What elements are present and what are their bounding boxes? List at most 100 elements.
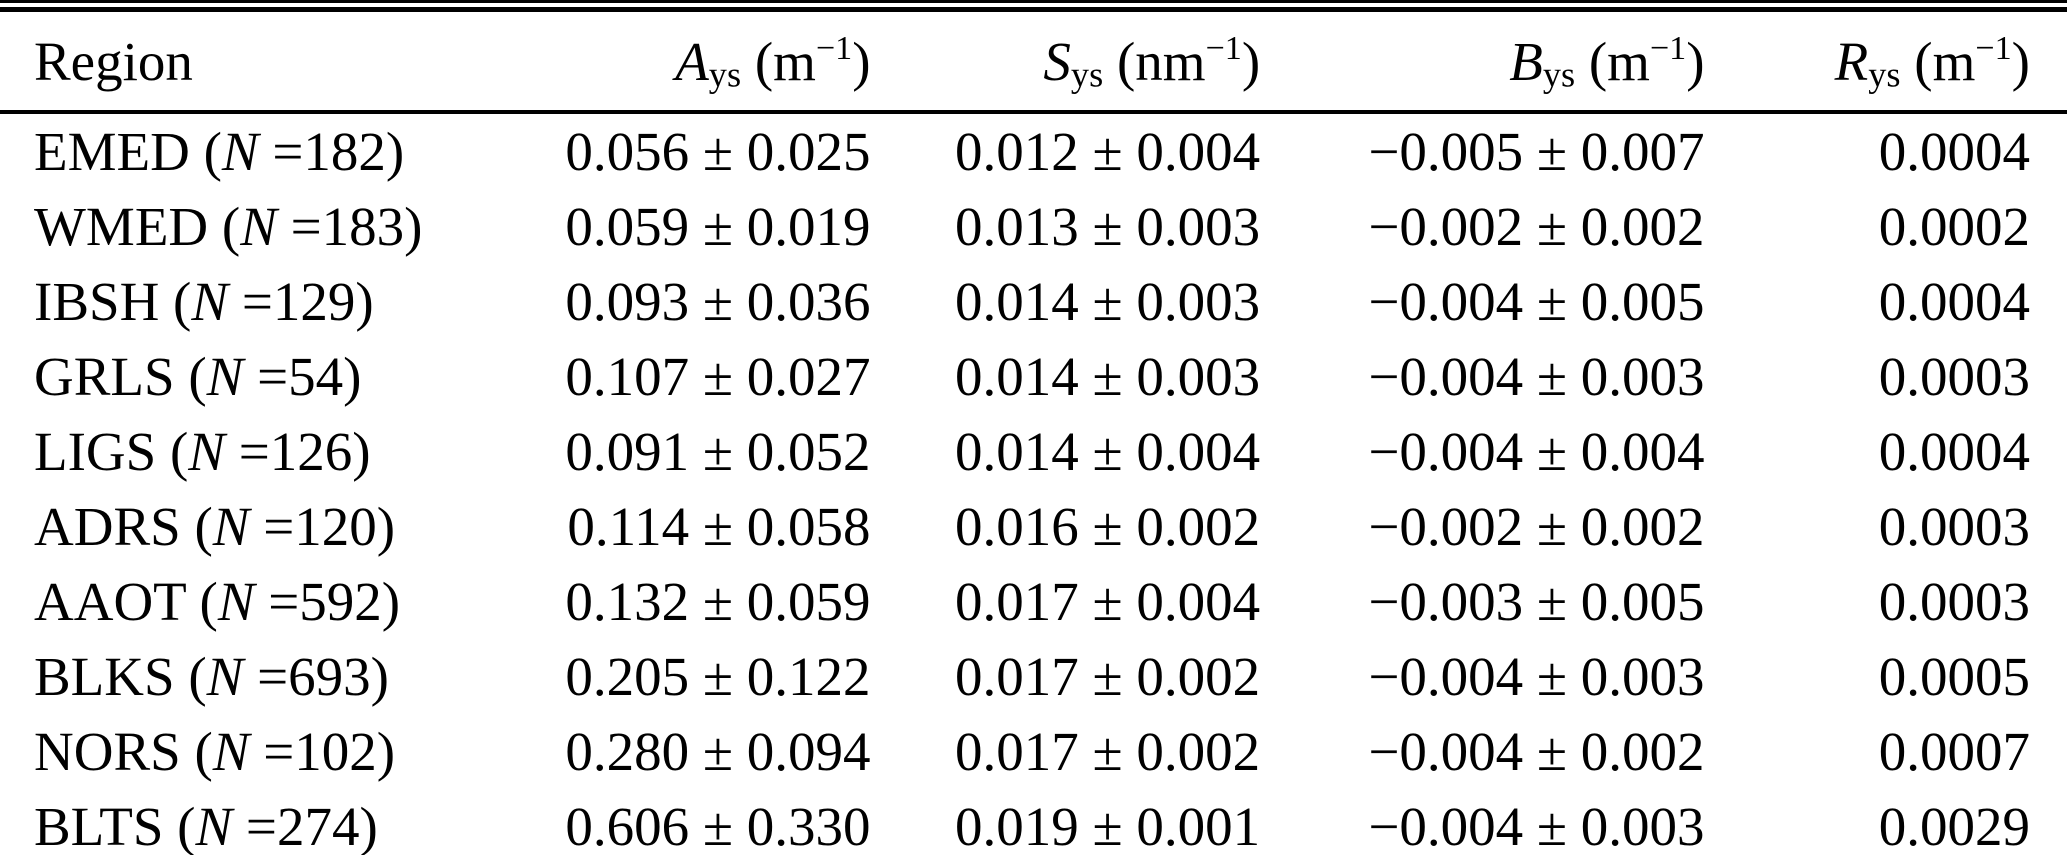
top-rule-gap (0, 3, 2067, 7)
region-cell: LIGS (N =126) (0, 414, 560, 489)
ays-value-cell: 0.205 ± 0.122 (565, 646, 871, 707)
col-header-sys: Sys (nm−1) (880, 12, 1271, 114)
rys-value-cell: 0.0005 (1878, 646, 2030, 707)
math-sub-ys: ys (708, 54, 742, 95)
col-header-bys: Bys (m−1) (1270, 12, 1715, 114)
bys-value-cell: −0.004 ± 0.004 (1368, 421, 1705, 482)
top-rule-thin (0, 0, 2067, 3)
ays-value-cell: 0.056 ± 0.025 (565, 121, 871, 182)
math-sub-ys: ys (1542, 54, 1576, 95)
table-row: ADRS (N =120) 0.114 ± 0.058 0.016 ± 0.002−… (0, 489, 2067, 564)
math-sub-ys: ys (1868, 54, 1901, 95)
math-var-b: B (1509, 30, 1543, 92)
rys-value-cell: 0.0002 (1878, 196, 2030, 257)
ays-value-cell: 0.091 ± 0.052 (565, 421, 871, 482)
ays-value-cell: 0.059 ± 0.019 (565, 196, 871, 257)
ays-value-cell: 0.606 ± 0.330 (565, 796, 871, 855)
region-label: AAOT ( (34, 571, 218, 632)
math-var-n: N (188, 421, 225, 482)
rys-value-cell: 0.0004 (1878, 421, 2030, 482)
region-label: LIGS ( (34, 421, 189, 482)
region-label: GRLS ( (34, 346, 207, 407)
region-label: WMED ( (34, 196, 241, 257)
rys-value-cell: 0.0029 (1878, 796, 2030, 855)
results-table: Region Ays (m−1) Sys (nm−1) Bys (m−1) Ry… (0, 12, 2067, 855)
col-header-region: Region (0, 12, 561, 114)
rys-value-cell: 0.0003 (1878, 496, 2030, 557)
bys-value-cell: −0.004 ± 0.002 (1368, 721, 1705, 782)
region-cell: BLTS (N =274) (0, 789, 560, 855)
rys-value-cell: 0.0004 (1878, 271, 2030, 332)
unit-open: (m (741, 30, 816, 92)
ays-value-cell: 0.093 ± 0.036 (565, 271, 871, 332)
col-header-rys: Rys (m−1) (1714, 12, 2067, 114)
sys-value-cell: 0.017 ± 0.002 (954, 721, 1261, 782)
bys-value-cell: −0.005 ± 0.007 (1368, 121, 1705, 182)
region-count: =54) (243, 346, 362, 407)
region-cell: WMED (N =183) (0, 189, 560, 264)
table-body: EMED (N =182) 0.056 ± 0.025 0.012 ± 0.004−… (0, 112, 2067, 855)
unit-close: ) (2011, 30, 2030, 92)
bys-value-cell: −0.003 ± 0.005 (1368, 571, 1705, 632)
table-row: GRLS (N =54) 0.107 ± 0.027 0.014 ± 0.003 −0… (0, 339, 2067, 414)
region-cell: NORS (N =102) (0, 714, 560, 789)
region-label: BLTS ( (34, 796, 196, 855)
ays-value-cell: 0.107 ± 0.027 (565, 346, 871, 407)
sys-value-cell: 0.013 ± 0.003 (954, 196, 1261, 257)
unit-exponent: −1 (1975, 29, 2012, 67)
rys-value-cell: 0.0003 (1878, 571, 2030, 632)
bys-value-cell: −0.004 ± 0.003 (1368, 796, 1705, 855)
ays-value-cell: 0.280 ± 0.094 (565, 721, 871, 782)
region-label: EMED ( (34, 121, 222, 182)
math-var-a: A (675, 30, 709, 92)
bys-value-cell: −0.002 ± 0.002 (1368, 196, 1705, 257)
ays-value-cell: 0.132 ± 0.059 (565, 571, 871, 632)
top-rule-thick (0, 7, 2067, 12)
bys-value-cell: −0.002 ± 0.002 (1368, 496, 1705, 557)
region-label: BLKS ( (34, 646, 207, 707)
region-count: =182) (258, 121, 405, 182)
region-cell: BLKS (N =693) (0, 639, 560, 714)
region-count: =120) (249, 496, 396, 557)
sys-value-cell: 0.012 ± 0.004 (954, 121, 1261, 182)
col-header-ays: Ays (m−1) (560, 12, 881, 114)
bys-value-cell: −0.004 ± 0.003 (1368, 346, 1705, 407)
region-count: =693) (243, 646, 389, 707)
table-row: LIGS (N =126) 0.091 ± 0.052 0.014 ± 0.004−… (0, 414, 2067, 489)
math-var-n: N (217, 571, 255, 632)
math-var-n: N (240, 196, 277, 257)
table-row: IBSH (N =129) 0.093 ± 0.036 0.014 ± 0.003−… (0, 264, 2067, 339)
math-var-n: N (221, 121, 259, 182)
region-cell: EMED (N =182) (0, 112, 560, 189)
rys-value-cell: 0.0007 (1878, 721, 2030, 782)
math-var-n: N (191, 271, 229, 332)
table-row: NORS (N =102) 0.280 ± 0.094 0.017 ± 0.002 −… (0, 714, 2067, 789)
region-label: ADRS ( (34, 496, 213, 557)
unit-open: (m (1575, 30, 1650, 92)
unit-close: ) (1241, 30, 1261, 92)
table-row: EMED (N =182) 0.056 ± 0.025 0.012 ± 0.004−… (0, 112, 2067, 189)
math-var-n: N (206, 346, 244, 407)
math-var-n: N (212, 496, 250, 557)
region-label: IBSH ( (34, 271, 192, 332)
region-cell: AAOT (N =592) (0, 564, 560, 639)
math-var-r: R (1834, 30, 1869, 92)
unit-close: ) (852, 30, 871, 92)
region-count: =592) (254, 571, 401, 632)
unit-close: ) (1686, 30, 1705, 92)
math-sub-ys: ys (1070, 54, 1104, 95)
region-label: NORS ( (34, 721, 213, 782)
table-row: BLTS (N =274) 0.606 ± 0.330 0.019 ± 0.001−… (0, 789, 2067, 855)
unit-open: (m (1900, 30, 1976, 92)
region-count: =102) (249, 721, 396, 782)
unit-exponent: −1 (1649, 29, 1687, 67)
rys-value-cell: 0.0003 (1878, 346, 2030, 407)
region-cell: IBSH (N =129) (0, 264, 560, 339)
math-var-n: N (206, 646, 244, 707)
region-count: =274) (232, 796, 378, 855)
table-row: WMED (N =183) 0.059 ± 0.019 0.013 ± 0.003 −… (0, 189, 2067, 264)
ays-value-cell: 0.114 ± 0.058 (567, 496, 871, 557)
sys-value-cell: 0.014 ± 0.003 (954, 346, 1261, 407)
region-cell: GRLS (N =54) (0, 339, 560, 414)
